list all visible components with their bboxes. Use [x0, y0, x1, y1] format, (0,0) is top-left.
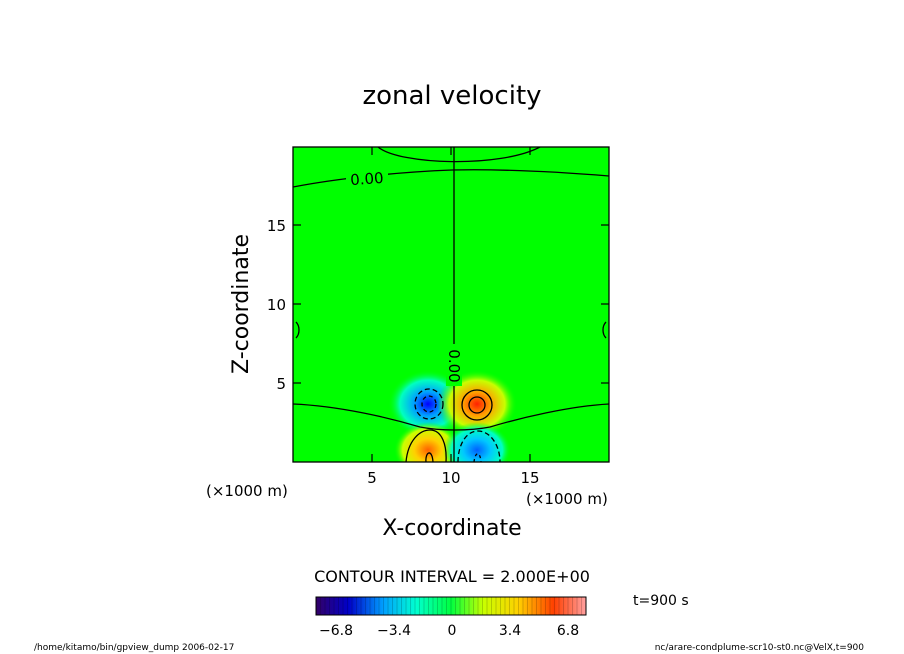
- pos-contour-outer: [461, 389, 493, 421]
- pos-contour-inner: [468, 396, 486, 414]
- footer-right: nc/arare-condplume-scr10-st0.nc@VelX,t=9…: [655, 643, 865, 653]
- colorbar: [315, 596, 587, 616]
- contour-label-2: 0.00: [445, 349, 463, 382]
- positive-lobe-upper-right: [437, 370, 517, 438]
- negative-lobe-lower-right: [443, 422, 511, 462]
- colorbar-tick-label-4: 6.8: [557, 623, 579, 639]
- contour-interval-label: CONTOUR INTERVAL = 2.000E+00: [314, 567, 590, 586]
- contour-label-1: 0.00: [350, 169, 385, 189]
- y-tick-label-5: 5: [276, 375, 286, 393]
- x-tick-label-10: 10: [441, 469, 460, 487]
- contour-label-bg-2: [446, 344, 462, 386]
- colorbar-tick-label-3: 3.4: [499, 623, 521, 639]
- pos-low-contour-inner: [425, 452, 434, 462]
- neg-low-contour: [457, 430, 501, 462]
- y-tick-label-10: 10: [267, 296, 286, 314]
- neg-contour-inner: [421, 395, 437, 413]
- colorbar-separators: [320, 597, 582, 615]
- x-unit-label: (×1000 m): [526, 490, 608, 508]
- axis-ticks: [293, 147, 609, 462]
- y-axis-label: Z-coordinate: [229, 234, 254, 374]
- z-unit-label: (×1000 m): [206, 482, 288, 500]
- pos-low-contour: [405, 429, 447, 462]
- contour-label-bg-1: [346, 170, 388, 186]
- plot-area: [293, 147, 609, 462]
- side-contour-right: [602, 321, 607, 339]
- chart-title: zonal velocity: [362, 81, 541, 111]
- neg-low-contour-inner: [473, 453, 482, 462]
- zero-contour-top-upper: [377, 147, 541, 163]
- colorbar-tick-label-1: −3.4: [377, 623, 411, 639]
- x-axis-label: X-coordinate: [382, 516, 521, 541]
- y-tick-label-15: 15: [267, 217, 286, 235]
- x-tick-label-15: 15: [520, 469, 539, 487]
- x-tick-label-5: 5: [367, 469, 377, 487]
- colorbar-tick-label-2: 0: [448, 623, 457, 639]
- neg-contour-outer: [414, 388, 444, 420]
- side-contour-left: [295, 321, 300, 339]
- zero-contour-top: [293, 169, 609, 188]
- contour-lines: [293, 147, 609, 462]
- zero-contour-lower: [293, 403, 609, 431]
- colorbar-tick-label-0: −6.8: [319, 623, 353, 639]
- time-label: t=900 s: [633, 593, 689, 609]
- footer-left: /home/kitamo/bin/gpview_dump 2006-02-17: [34, 643, 234, 653]
